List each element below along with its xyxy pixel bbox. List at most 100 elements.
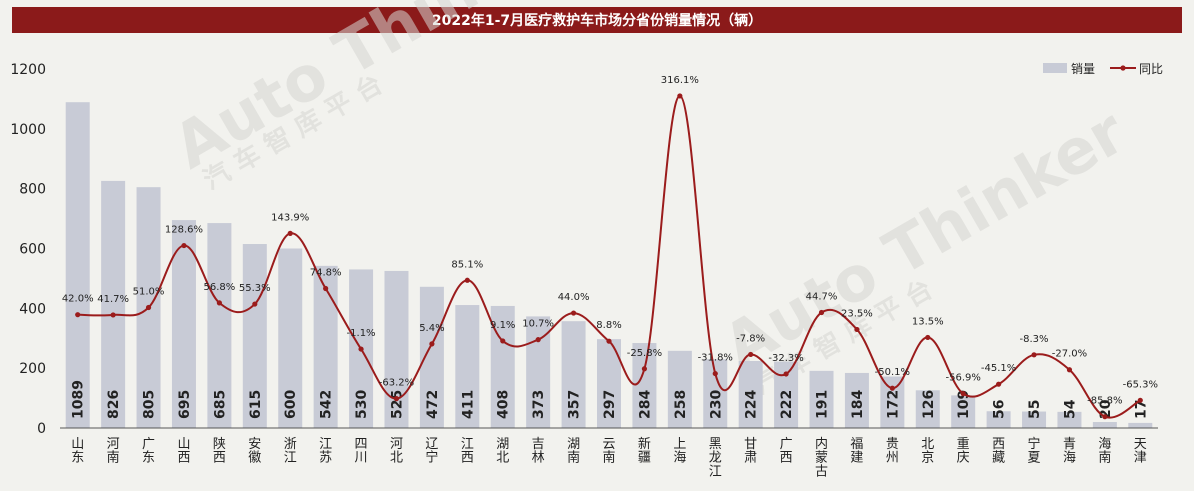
yoy-label: 55.3%: [239, 283, 271, 294]
x-category-label: 吉林: [532, 437, 545, 466]
bar-value-label: 408: [496, 390, 512, 419]
x-category-label: 江西: [461, 437, 474, 466]
yoy-label: 5.4%: [419, 323, 444, 334]
yoy-line-path: [77, 94, 1141, 419]
yoy-label: 316.1%: [661, 75, 699, 86]
y-tick-label: 1000: [10, 122, 46, 138]
yoy-point: [110, 312, 116, 318]
yoy-label: 128.6%: [165, 225, 203, 236]
x-category-label: 北京: [921, 437, 934, 466]
watermark-brand: Auto Thinker: [711, 95, 1138, 383]
x-category-label: 湖南: [567, 437, 580, 466]
bar: [1022, 411, 1047, 428]
x-category-label: 甘肃: [744, 437, 757, 466]
yoy-label: 51.0%: [133, 286, 165, 297]
yoy-point: [145, 304, 152, 311]
yoy-label: -7.8%: [736, 333, 765, 344]
bar-value-label: 685: [212, 390, 228, 419]
bar-value-label: 373: [531, 390, 547, 419]
yoy-line: 42.0% 41.7% 51.0% 128.6% 56.8% 55.3% 143.9% 74.…: [62, 75, 1158, 420]
x-category-label: 新疆: [638, 436, 651, 466]
yoy-label: -27.0%: [1052, 349, 1087, 360]
yoy-label: 85.1%: [451, 259, 483, 270]
legend-bar-label: 销量: [1071, 62, 1095, 76]
yoy-point: [75, 312, 81, 318]
yoy-point: [1102, 414, 1108, 420]
x-category-label: 辽宁: [425, 437, 438, 466]
yoy-label: -1.1%: [347, 328, 376, 339]
bar: [1092, 422, 1117, 428]
yoy-point: [535, 337, 541, 343]
x-category-label: 广西: [780, 437, 793, 466]
y-tick-label: 0: [37, 421, 46, 437]
yoy-point: [606, 338, 612, 344]
bar: [101, 180, 126, 428]
yoy-label: 44.0%: [558, 292, 590, 303]
bars: 1089 826 805 695 685 615 600 542 530 525 472 411 408…: [65, 102, 1153, 429]
x-category-label: 内蒙古: [815, 436, 828, 479]
yoy-point: [783, 371, 789, 377]
bar: [278, 248, 303, 428]
yoy-label: -25.8%: [627, 348, 662, 359]
bar: [986, 411, 1011, 428]
yoy-label: 41.7%: [97, 294, 129, 305]
x-category-label: 福建: [850, 437, 863, 466]
x-category-label: 青海: [1063, 437, 1076, 466]
x-category-label: 江苏: [319, 437, 332, 466]
bar: [384, 270, 409, 428]
bar: [738, 360, 763, 428]
yoy-label: 8.8%: [596, 320, 621, 331]
yoy-label: 9.1%: [490, 320, 515, 331]
bar: [880, 376, 905, 428]
bar: [844, 372, 869, 428]
bar: [809, 370, 834, 428]
bar-value-label: 17: [1133, 400, 1149, 419]
bar-value-label: 805: [142, 390, 158, 419]
legend-bar-swatch: [1043, 63, 1067, 73]
x-category-label: 广东: [142, 437, 155, 466]
x-category-label: 西藏: [992, 437, 1005, 466]
bar: [667, 350, 692, 428]
bar-value-label: 615: [248, 390, 264, 419]
y-tick-label: 600: [19, 242, 46, 258]
bar-value-label: 126: [921, 390, 937, 419]
yoy-label: -32.3%: [768, 353, 803, 364]
yoy-point: [854, 326, 860, 333]
bar: [632, 343, 657, 428]
yoy-label: -45.1%: [981, 363, 1016, 374]
yoy-point: [748, 351, 754, 358]
y-axis: 0 200 400 600 800 1000 1200: [10, 62, 46, 437]
yoy-label: 74.8%: [310, 267, 342, 278]
chart-title: 2022年1-7月医疗救护车市场分省份销量情况（辆）: [12, 7, 1182, 33]
y-tick-label: 200: [19, 361, 46, 377]
yoy-point: [889, 385, 895, 391]
yoy-point: [712, 370, 718, 377]
bar: [561, 321, 586, 428]
yoy-label: -50.1%: [875, 367, 910, 378]
bar-value-label: 411: [460, 390, 476, 419]
bar-value-label: 172: [885, 390, 901, 419]
yoy-point: [252, 301, 258, 307]
yoy-label: 143.9%: [271, 212, 309, 223]
bar: [455, 305, 480, 428]
legend-line-label: 同比: [1139, 62, 1163, 76]
y-tick-label: 1200: [10, 62, 46, 78]
x-category-label: 四川: [355, 437, 368, 466]
yoy-point: [1031, 352, 1037, 358]
yoy-point: [464, 277, 470, 283]
x-category-label: 上海: [673, 437, 686, 466]
yoy-point: [393, 396, 400, 402]
yoy-point: [641, 366, 648, 372]
bar-value-label: 826: [106, 390, 122, 419]
yoy-label: -56.9%: [945, 373, 980, 384]
x-category-label: 浙江: [284, 437, 297, 466]
yoy-label: -8.3%: [1020, 334, 1049, 345]
yoy-point: [181, 242, 187, 249]
yoy-point: [216, 300, 222, 306]
x-category-label: 山东: [71, 437, 84, 466]
bar-value-label: 284: [637, 390, 653, 419]
yoy-point: [358, 346, 364, 352]
bar: [65, 102, 90, 429]
bar-value-label: 472: [425, 390, 441, 419]
